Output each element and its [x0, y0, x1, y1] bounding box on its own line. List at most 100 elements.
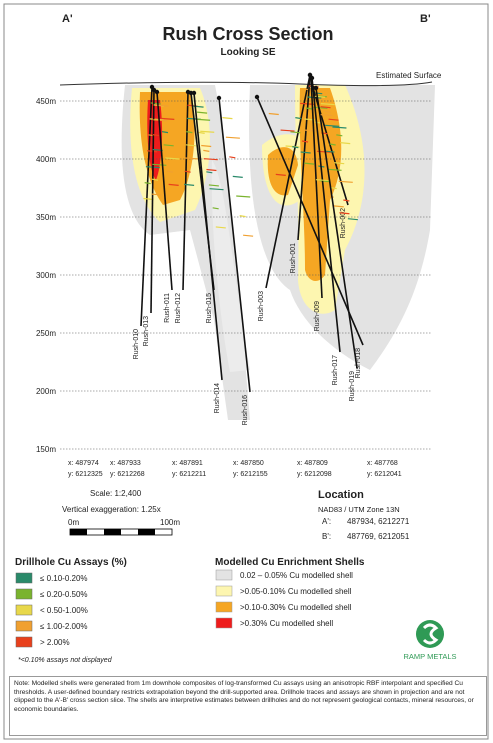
drillhole-label: Rush-011: [164, 293, 171, 323]
drillhole: [265, 74, 311, 289]
drillhole-label: Rush-016: [242, 395, 249, 425]
assay-tick: [152, 163, 167, 166]
assay-tick: [334, 162, 345, 165]
assay-tick: [340, 142, 351, 145]
assay-tick: [304, 162, 315, 165]
assay-tick: [268, 112, 279, 116]
assay-tick: [196, 118, 211, 121]
assay-tick: [215, 226, 226, 229]
frame: [3, 3, 489, 740]
drillhole-label: Rush-010: [133, 329, 140, 359]
shell-high: [267, 147, 298, 196]
elevation-label: 450m: [36, 97, 56, 106]
scale-bar-label: 100m: [160, 518, 180, 527]
location-label: B':: [322, 532, 331, 541]
elevation-label: 350m: [36, 213, 56, 222]
assay-tick: [200, 130, 215, 133]
legend-swatch: [15, 588, 33, 600]
assay-tick: [150, 102, 161, 105]
assay-tick: [328, 118, 339, 121]
collar: [254, 94, 260, 100]
assay-tick: [152, 134, 160, 137]
legend-label: ≤ 0.20-0.50%: [40, 590, 88, 599]
shell-low: [211, 160, 250, 372]
shell-high: [299, 88, 342, 282]
coordinate-y: y: 6212268: [110, 471, 145, 478]
assay-tick: [320, 103, 335, 106]
elevation-label: 400m: [36, 155, 56, 164]
assay-tick: [320, 106, 331, 109]
assay-tick: [160, 117, 175, 120]
assay-tick: [347, 218, 358, 221]
coordinate-x: x: 487809: [297, 460, 328, 467]
assay-tick: [280, 129, 295, 132]
assay-footnote: *<0.10% assays not displayed: [18, 657, 113, 664]
assay-tick: [315, 179, 330, 182]
drillhole-label: Rush-001: [290, 243, 297, 273]
assay-tick: [305, 107, 313, 110]
assay-tick: [236, 195, 251, 198]
coordinate-x: x: 487891: [172, 460, 203, 467]
drillhole: [156, 91, 173, 291]
assay-tick: [229, 156, 236, 159]
assay-tick: [198, 131, 205, 134]
assay-tick: [158, 104, 169, 107]
coordinate-x: x: 487768: [367, 460, 398, 467]
collar: [309, 75, 315, 81]
drillhole-label: Rush-009: [314, 301, 321, 331]
assay-tick: [324, 150, 335, 153]
drillhole-label: Rush-003: [258, 291, 265, 321]
location-label: A':: [322, 517, 331, 526]
assay-tick: [168, 183, 179, 186]
legend-label: < 0.50-1.00%: [40, 606, 88, 615]
drillhole: [310, 77, 323, 299]
assay-tick: [301, 140, 309, 143]
drillhole: [140, 86, 153, 327]
scale-ratio: Scale: 1:2,400: [90, 489, 142, 498]
legend-swatch: [215, 569, 233, 581]
assay-tick: [197, 111, 208, 114]
assay-tick: [206, 168, 217, 172]
assay-tick: [203, 149, 210, 152]
drillhole-label: Rush-019: [349, 371, 356, 401]
coordinate-x: x: 487933: [110, 460, 141, 467]
collar: [191, 90, 197, 96]
assay-tick: [151, 178, 159, 181]
assay-tick: [166, 170, 174, 173]
assay-tick: [314, 121, 321, 124]
assay-tick: [225, 136, 240, 139]
note: Note: Modelled shells were generated fro…: [9, 676, 487, 736]
collar: [313, 85, 319, 91]
surface-line: [59, 81, 433, 87]
section-end-label: B': [420, 13, 431, 25]
legend-label: > 2.00%: [40, 638, 70, 647]
legend-swatch: [15, 636, 33, 648]
drillhole-label: Rush-002: [340, 208, 347, 238]
assay-tick: [325, 124, 340, 127]
logo: [416, 620, 444, 648]
legend-label: ≤ 1.00-2.00%: [40, 622, 88, 631]
assay-tick: [338, 180, 353, 183]
assay-tick: [239, 215, 246, 218]
assay-tick: [161, 131, 169, 134]
assay-tick: [303, 129, 318, 132]
legend-swatch: [15, 620, 33, 632]
coordinate-y: y: 6212098: [297, 471, 332, 478]
assay-tick: [163, 144, 174, 147]
elevation-label: 250m: [36, 329, 56, 338]
drillhole: [311, 77, 341, 353]
assay-tick: [316, 95, 327, 98]
assay-tick: [212, 207, 219, 210]
legend-swatch: [15, 604, 33, 616]
legend-swatch: [215, 601, 233, 613]
legend-label: ≤ 0.10-0.20%: [40, 574, 88, 583]
assay-legend-title: Drillhole Cu Assays (%): [15, 557, 127, 568]
legend-label: 0.02 – 0.05% Cu modelled shell: [240, 571, 353, 580]
assay-tick: [184, 170, 191, 173]
section-end-label: A': [62, 13, 73, 25]
drillhole-label: Rush-013: [143, 316, 150, 346]
assay-tick: [144, 182, 151, 185]
coordinate-x: x: 487850: [233, 460, 264, 467]
